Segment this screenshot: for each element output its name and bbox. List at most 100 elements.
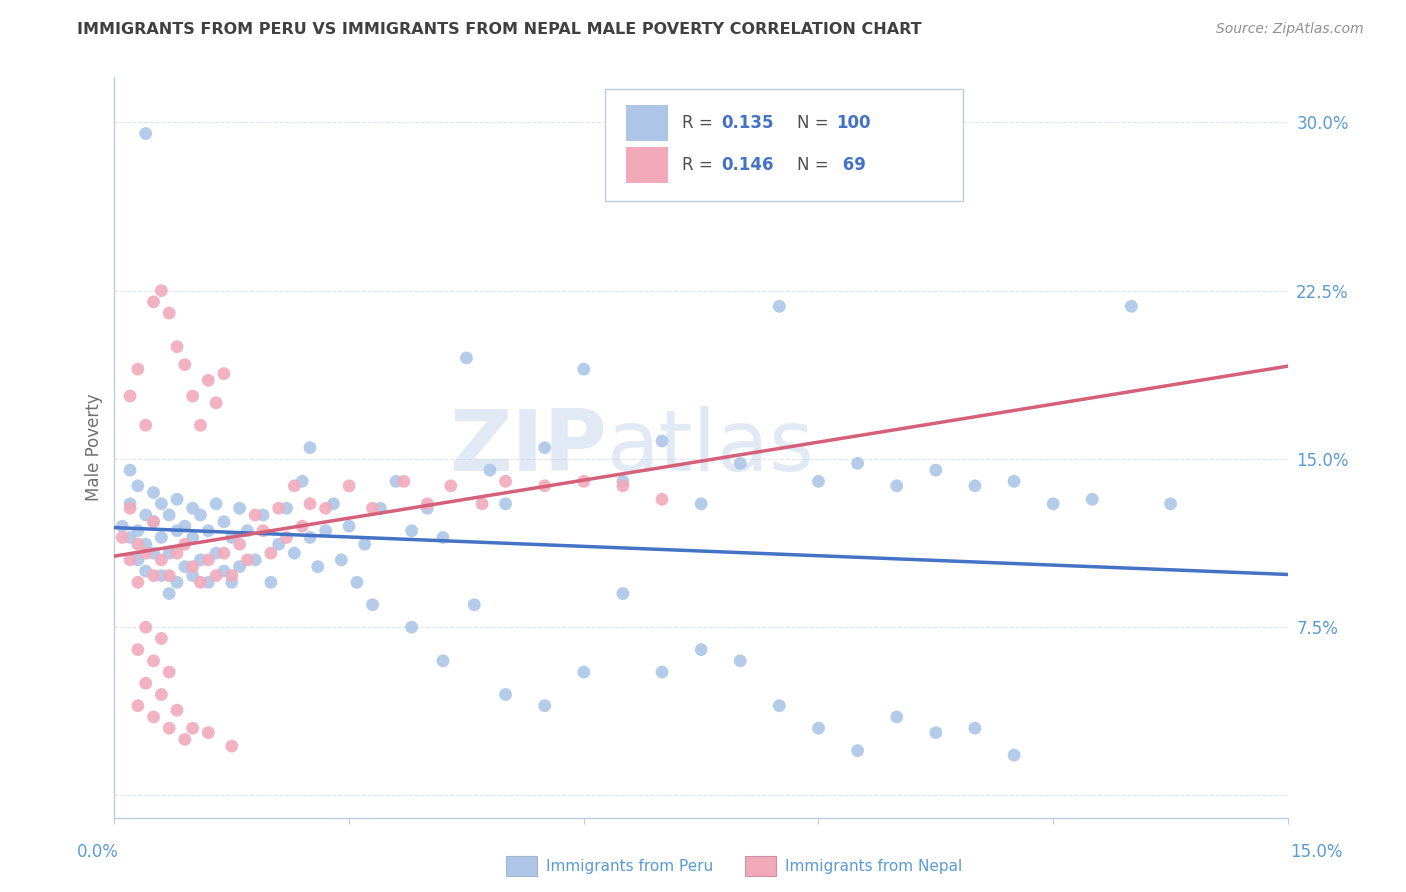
- Point: [173, 732, 195, 747]
- Point: [166, 703, 188, 717]
- Point: [471, 497, 494, 511]
- Point: [886, 710, 908, 724]
- Point: [236, 524, 259, 538]
- Text: 15.0%: 15.0%: [1291, 843, 1343, 861]
- Point: [157, 568, 180, 582]
- Point: [463, 598, 485, 612]
- Point: [127, 537, 149, 551]
- Point: [127, 553, 149, 567]
- Point: [120, 389, 142, 403]
- Point: [212, 564, 235, 578]
- Point: [142, 294, 165, 309]
- Point: [651, 434, 673, 448]
- Point: [533, 698, 555, 713]
- Point: [197, 373, 219, 387]
- Point: [385, 475, 408, 489]
- Point: [205, 546, 228, 560]
- Point: [337, 479, 360, 493]
- Point: [1042, 497, 1064, 511]
- Point: [1160, 497, 1182, 511]
- Point: [392, 475, 415, 489]
- Point: [181, 389, 204, 403]
- Point: [612, 586, 634, 600]
- Point: [120, 501, 142, 516]
- Text: Immigrants from Peru: Immigrants from Peru: [546, 859, 713, 873]
- Point: [150, 632, 173, 646]
- Point: [157, 508, 180, 522]
- Text: atlas: atlas: [607, 406, 815, 489]
- Text: IMMIGRANTS FROM PERU VS IMMIGRANTS FROM NEPAL MALE POVERTY CORRELATION CHART: IMMIGRANTS FROM PERU VS IMMIGRANTS FROM …: [77, 22, 922, 37]
- Point: [416, 497, 439, 511]
- Point: [127, 362, 149, 376]
- Point: [166, 524, 188, 538]
- Point: [111, 531, 134, 545]
- Point: [886, 479, 908, 493]
- Point: [221, 531, 243, 545]
- Point: [260, 546, 283, 560]
- Point: [846, 456, 869, 470]
- Point: [142, 515, 165, 529]
- Point: [228, 537, 250, 551]
- Point: [135, 546, 157, 560]
- Point: [432, 531, 454, 545]
- Point: [190, 553, 212, 567]
- Point: [190, 418, 212, 433]
- Point: [197, 725, 219, 739]
- Point: [925, 463, 948, 477]
- Point: [276, 531, 298, 545]
- Text: 0.135: 0.135: [721, 114, 773, 132]
- Point: [291, 519, 314, 533]
- Text: 69: 69: [837, 156, 866, 174]
- Point: [142, 654, 165, 668]
- Point: [690, 642, 713, 657]
- Point: [307, 559, 329, 574]
- Point: [135, 676, 157, 690]
- Point: [150, 553, 173, 567]
- Point: [533, 479, 555, 493]
- Point: [651, 665, 673, 679]
- Point: [963, 479, 986, 493]
- Point: [1121, 299, 1143, 313]
- Point: [276, 501, 298, 516]
- Point: [157, 721, 180, 735]
- Point: [533, 441, 555, 455]
- Point: [135, 508, 157, 522]
- Point: [298, 531, 321, 545]
- Point: [127, 575, 149, 590]
- Point: [252, 508, 274, 522]
- Point: [315, 524, 337, 538]
- Point: [166, 575, 188, 590]
- Point: [728, 456, 751, 470]
- Point: [221, 575, 243, 590]
- Point: [572, 362, 595, 376]
- Point: [283, 546, 305, 560]
- Point: [120, 531, 142, 545]
- Point: [245, 553, 267, 567]
- Point: [181, 531, 204, 545]
- Point: [291, 475, 314, 489]
- Point: [166, 546, 188, 560]
- Point: [768, 698, 790, 713]
- Point: [135, 127, 157, 141]
- Point: [157, 586, 180, 600]
- Point: [432, 654, 454, 668]
- Point: [190, 575, 212, 590]
- Point: [181, 568, 204, 582]
- Point: [205, 396, 228, 410]
- Point: [205, 568, 228, 582]
- Point: [361, 598, 384, 612]
- Point: [212, 367, 235, 381]
- Point: [120, 553, 142, 567]
- Point: [142, 568, 165, 582]
- Text: R =: R =: [682, 114, 718, 132]
- Point: [572, 665, 595, 679]
- Point: [111, 519, 134, 533]
- Point: [135, 564, 157, 578]
- Point: [260, 575, 283, 590]
- Point: [173, 559, 195, 574]
- Point: [1002, 748, 1025, 763]
- Point: [245, 508, 267, 522]
- Point: [150, 568, 173, 582]
- Point: [361, 501, 384, 516]
- Point: [495, 475, 517, 489]
